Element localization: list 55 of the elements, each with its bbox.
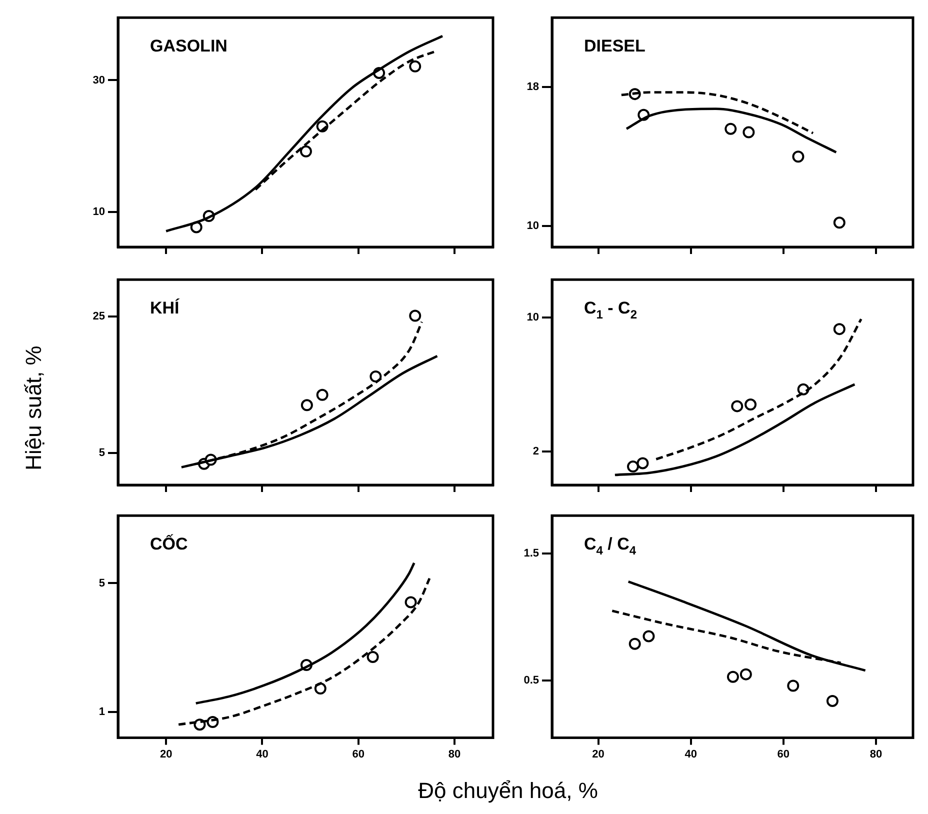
x-tick-label: 60 xyxy=(352,748,365,760)
text: CỐC xyxy=(150,534,188,554)
x-tick-label: 40 xyxy=(684,748,697,760)
y-tick-label: 5 xyxy=(98,577,105,590)
point xyxy=(316,388,328,401)
line-series xyxy=(620,91,814,134)
point xyxy=(628,638,641,650)
point xyxy=(636,457,649,470)
y-tick-label: 1 xyxy=(98,706,105,718)
line-series xyxy=(254,50,437,191)
y-tick-label: 1.5 xyxy=(524,548,539,560)
x-tick-label: 40 xyxy=(256,748,268,760)
line-series xyxy=(625,108,838,154)
y-tick-label: 18 xyxy=(526,81,539,94)
y-tick-label: 10 xyxy=(92,206,105,218)
x-tick-label: 20 xyxy=(592,748,604,760)
point xyxy=(792,150,804,163)
point xyxy=(726,670,739,683)
point xyxy=(300,145,312,158)
x-axis-title: Độ chuyển hoá, % xyxy=(418,778,598,804)
point xyxy=(833,216,846,229)
point xyxy=(409,310,422,322)
text: GASOLIN xyxy=(150,36,228,56)
point xyxy=(409,60,422,72)
x-tick-label: 60 xyxy=(777,748,790,760)
point xyxy=(826,694,838,707)
point xyxy=(370,370,382,382)
point xyxy=(740,668,752,680)
y-tick-label: 0.5 xyxy=(524,674,539,687)
point xyxy=(642,630,655,642)
point xyxy=(833,323,846,336)
y-tick-label: 2 xyxy=(532,445,539,458)
x-tick-label: 80 xyxy=(870,748,882,760)
line-series xyxy=(654,318,862,460)
y-tick-label: 5 xyxy=(98,446,105,459)
point xyxy=(366,650,379,663)
line-series xyxy=(614,383,856,476)
point xyxy=(787,680,800,692)
x-tick-label: 80 xyxy=(448,748,461,760)
point xyxy=(626,460,639,473)
line-series xyxy=(194,562,416,705)
y-tick-label: 10 xyxy=(526,220,539,232)
y-tick-label: 25 xyxy=(92,310,105,322)
x-tick-label: 20 xyxy=(160,748,172,760)
point xyxy=(742,126,755,138)
text: DIESEL xyxy=(584,36,646,56)
y-tick-label: 10 xyxy=(526,311,539,324)
point xyxy=(744,398,757,411)
text: KHÍ xyxy=(150,298,181,318)
y-tick-label: 30 xyxy=(92,74,105,86)
point xyxy=(724,122,737,135)
point xyxy=(300,399,313,412)
point xyxy=(404,596,417,608)
point xyxy=(731,400,744,412)
y-axis-title: Hiệu suất, % xyxy=(21,346,47,470)
